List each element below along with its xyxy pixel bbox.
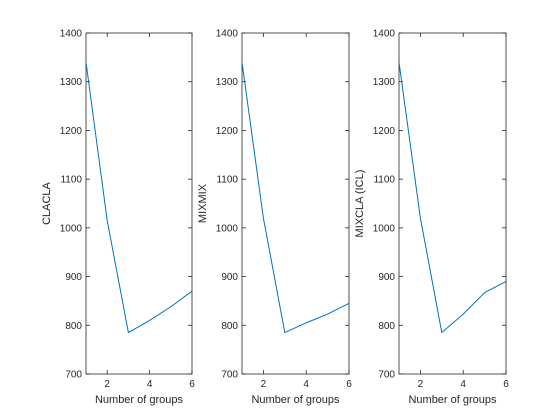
subplot-3: 700 800 900 1000 1100 1200 1300 1400 2 4 6 Number o… (354, 29, 509, 407)
y-tick-label: 700 (221, 370, 238, 381)
data-point (284, 331, 286, 333)
data-point (305, 322, 307, 324)
series-line (86, 62, 192, 332)
x-tick-label: 6 (346, 379, 352, 390)
data-point (106, 219, 108, 221)
subplot-1: 700 800 900 1000 1100 1200 1300 1400 2 4 6 Number o… (41, 29, 195, 407)
y-tick-label: 1200 (373, 126, 396, 137)
y-axis-label: CLACLA (41, 181, 53, 224)
y-tick-label: 900 (221, 272, 238, 283)
y-axis-label: MIXCLA (ICL) (354, 170, 366, 238)
y-tick-label: 1000 (373, 223, 396, 234)
data-point (326, 313, 328, 315)
data-point (398, 61, 400, 63)
subplot-2: 700 800 900 1000 1100 1200 1300 1400 2 4 6 Number o… (197, 29, 352, 407)
y-tick-label: 1300 (60, 77, 83, 88)
data-point (441, 331, 443, 333)
x-tick-label: 2 (261, 379, 267, 390)
data-point (241, 61, 243, 63)
data-point (462, 313, 464, 315)
y-tick-label: 1400 (373, 29, 396, 40)
y-tick-label: 900 (378, 272, 395, 283)
data-point (148, 319, 150, 321)
x-tick-label: 2 (104, 379, 110, 390)
y-tick-label: 700 (378, 370, 395, 381)
y-tick-label: 1200 (216, 126, 239, 137)
y-axis-label: MIXMIX (197, 183, 209, 223)
y-tick-label: 1300 (373, 77, 396, 88)
data-point (262, 217, 264, 219)
y-tick-label: 800 (378, 321, 395, 332)
y-tick-label: 1100 (373, 175, 395, 186)
y-tick-label: 800 (65, 321, 82, 332)
x-tick-label: 4 (460, 379, 466, 390)
data-point (483, 291, 485, 293)
series-line (242, 62, 349, 332)
y-tick-label: 1000 (60, 223, 83, 234)
y-tick-label: 1000 (216, 223, 239, 234)
x-tick-label: 4 (303, 379, 309, 390)
x-axis-label: Number of groups (251, 394, 340, 406)
y-tick-label: 1400 (60, 29, 83, 40)
data-point (348, 302, 350, 304)
y-tick-label: 1100 (60, 175, 82, 186)
y-tick-label: 1200 (60, 126, 83, 137)
data-point (170, 306, 172, 308)
data-point (419, 217, 421, 219)
y-tick-label: 800 (221, 321, 238, 332)
x-tick-label: 6 (189, 379, 195, 390)
data-point (505, 280, 507, 282)
x-axis-label: Number of groups (95, 394, 184, 406)
data-point (85, 61, 87, 63)
data-point (127, 331, 129, 333)
x-axis-label: Number of groups (408, 394, 497, 406)
y-tick-label: 700 (65, 370, 82, 381)
y-tick-label: 1400 (216, 29, 239, 40)
y-tick-label: 1300 (216, 77, 239, 88)
series-line (399, 62, 506, 332)
x-tick-label: 4 (147, 379, 153, 390)
axes-box (242, 33, 349, 374)
data-point (191, 290, 193, 292)
y-tick-label: 900 (65, 272, 82, 283)
axes-box (86, 33, 192, 374)
x-tick-label: 6 (503, 379, 509, 390)
x-tick-label: 2 (418, 379, 424, 390)
y-tick-label: 1100 (216, 175, 238, 186)
